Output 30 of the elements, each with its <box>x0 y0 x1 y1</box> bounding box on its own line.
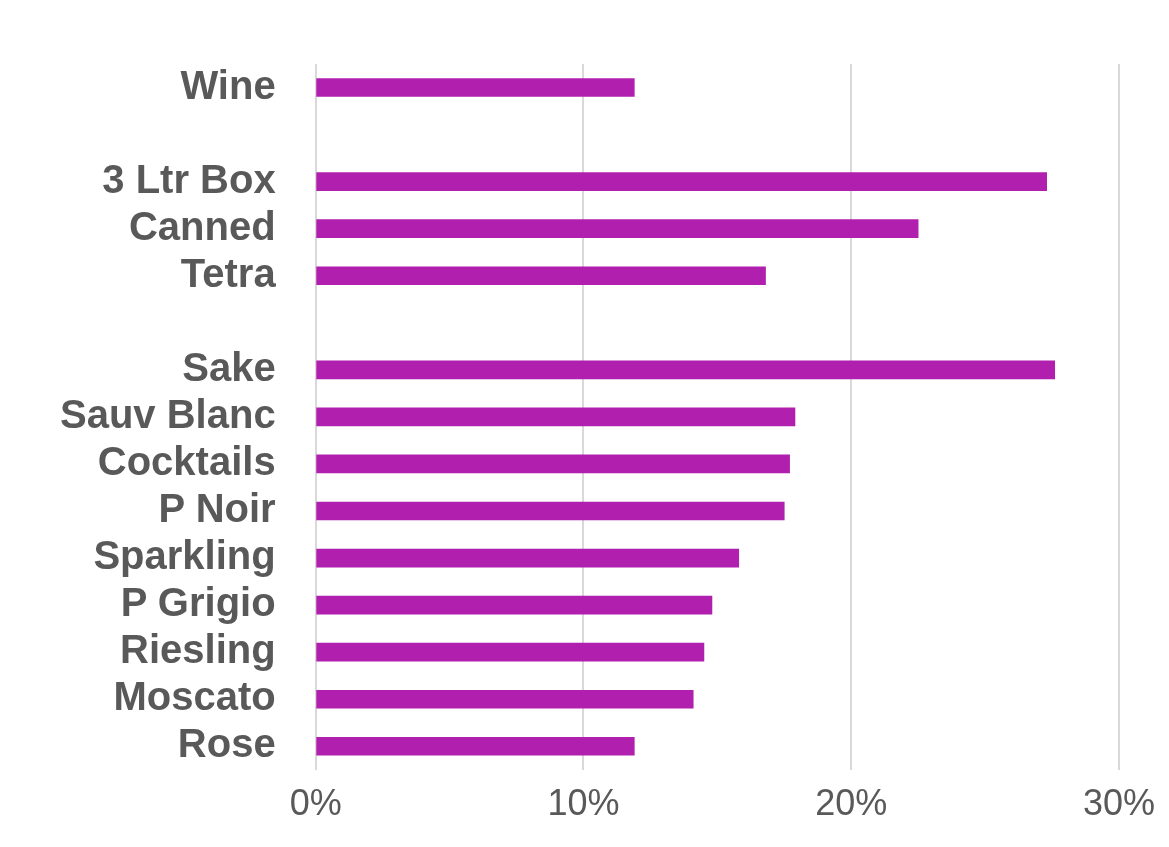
y-tick-label: 3 Ltr Box <box>102 156 276 201</box>
y-tick-label: Sauv Blanc <box>59 391 276 436</box>
bar <box>316 642 705 662</box>
y-tick-label: Rose <box>177 721 276 766</box>
bar <box>316 548 740 568</box>
bar <box>316 78 635 97</box>
bar <box>316 595 713 615</box>
x-tick-label: 0% <box>289 782 342 824</box>
x-tick-label: 20% <box>815 782 888 824</box>
y-tick-label: Sake <box>182 344 276 389</box>
y-tick-label: Riesling <box>120 627 276 672</box>
x-tick-label: 30% <box>1082 782 1155 824</box>
bar <box>316 219 919 239</box>
y-tick-label: Cocktails <box>97 438 276 483</box>
y-tick-label: Moscato <box>113 674 276 719</box>
y-tick-label: P Grigio <box>120 580 276 625</box>
x-tick-label: 10% <box>547 782 620 824</box>
bar <box>316 689 694 709</box>
bar <box>316 736 635 756</box>
y-tick-label: Canned <box>128 203 276 248</box>
y-tick-label: P Noir <box>158 486 276 531</box>
bar <box>316 360 1056 380</box>
bar <box>316 266 766 286</box>
y-tick-label: Tetra <box>180 250 277 295</box>
y-tick-label: Wine <box>180 62 276 107</box>
bar <box>316 407 796 427</box>
bar <box>316 501 785 521</box>
bar <box>316 454 790 474</box>
bar <box>316 172 1047 191</box>
y-tick-label: Sparkling <box>93 533 276 578</box>
